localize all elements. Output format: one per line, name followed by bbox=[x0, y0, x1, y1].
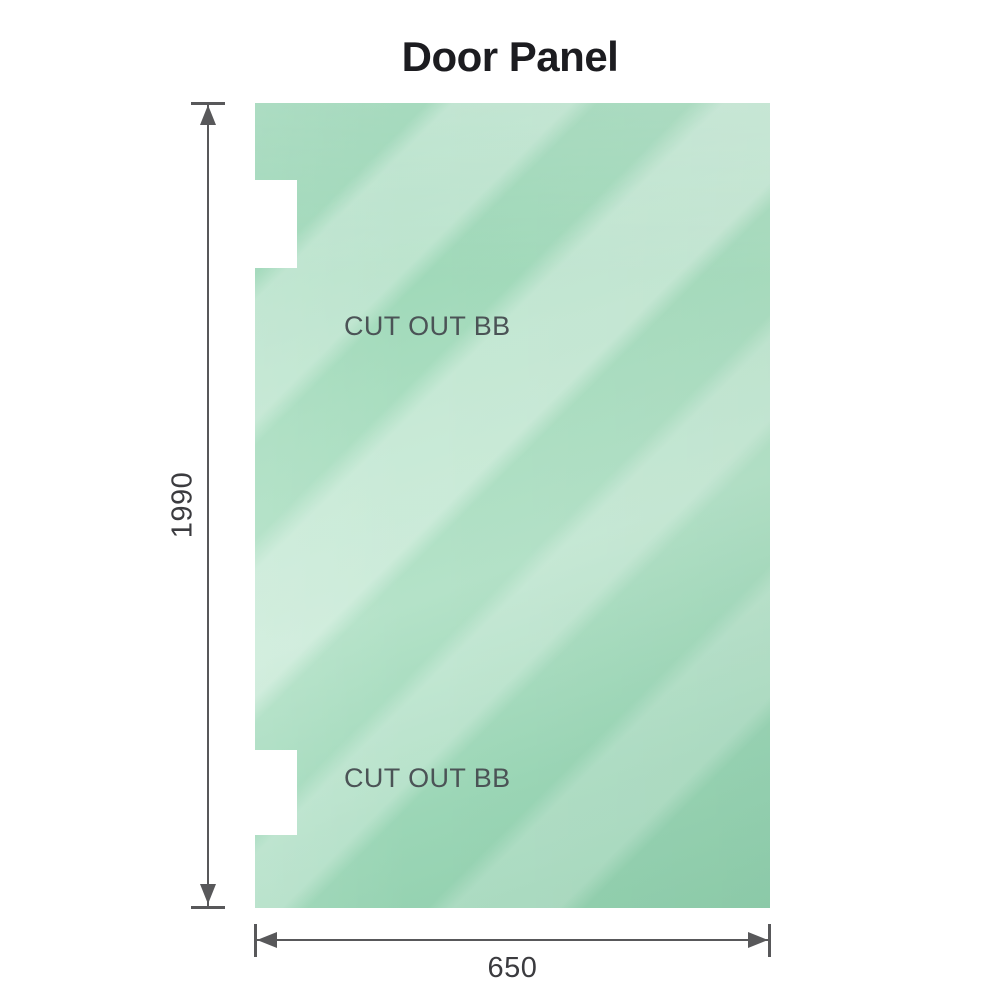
cutout-notch-top bbox=[255, 180, 297, 268]
arrow-down-icon bbox=[200, 884, 216, 904]
cutout-label-top: CUT OUT BB bbox=[344, 311, 511, 341]
dimension-label-width: 650 bbox=[487, 952, 538, 984]
dimension-cap-right bbox=[768, 924, 771, 957]
glass-door-panel: CUT OUT BB CUT OUT BB bbox=[255, 103, 770, 908]
glass-sheen-overlay bbox=[255, 103, 770, 908]
dimension-cap-bottom bbox=[191, 906, 225, 909]
dimension-cap-top bbox=[191, 102, 225, 105]
arrow-up-icon bbox=[200, 105, 216, 125]
arrow-right-icon bbox=[748, 932, 768, 948]
cutout-label-bottom: CUT OUT BB bbox=[344, 763, 511, 793]
dimension-line-horizontal bbox=[255, 939, 770, 941]
notch-bulge-top-lower bbox=[274, 245, 297, 268]
dimension-line-vertical bbox=[207, 103, 209, 908]
notch-bulge-bottom-upper bbox=[274, 750, 297, 773]
arrow-left-icon bbox=[257, 932, 277, 948]
cutout-notch-bottom bbox=[255, 750, 297, 835]
dimension-label-height: 1990 bbox=[166, 471, 199, 539]
notch-bulge-bottom-lower bbox=[274, 812, 297, 835]
notch-bulge-top-upper bbox=[274, 180, 297, 203]
page-title: Door Panel bbox=[401, 33, 619, 80]
dimension-cap-left bbox=[254, 924, 257, 957]
